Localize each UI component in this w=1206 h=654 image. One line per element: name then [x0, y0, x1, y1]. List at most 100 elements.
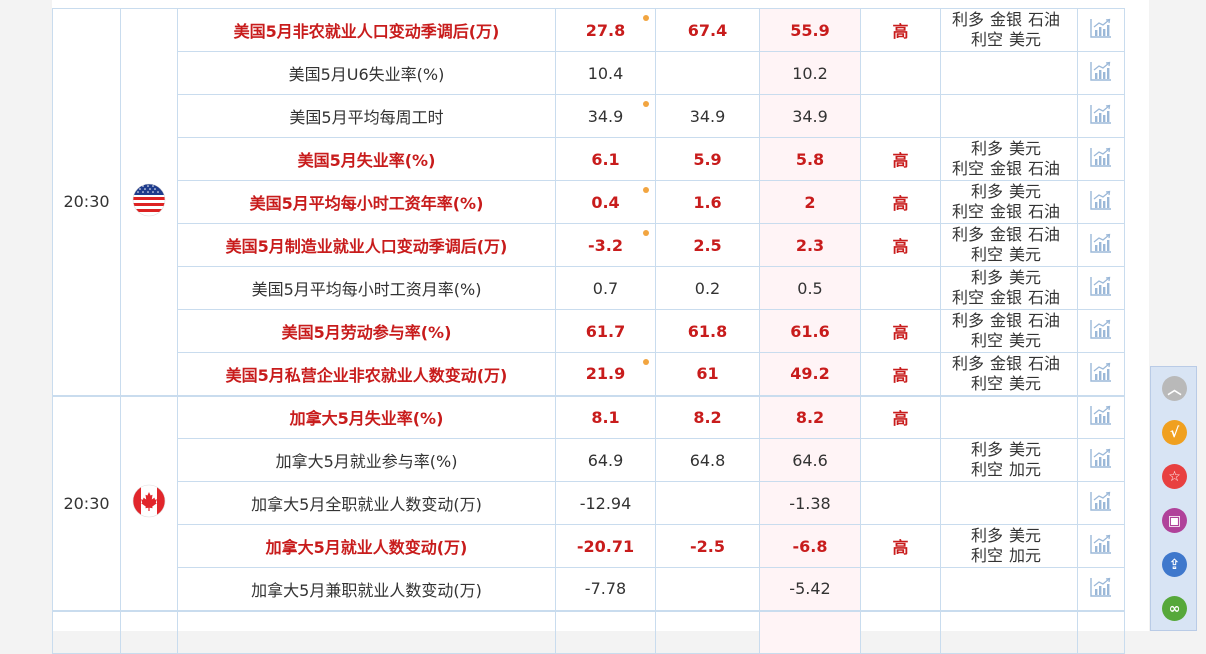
table-row: 美国5月平均每小时工资年率(%) 0.4 1.6 2 高利多 美元 利空 金银 石油: [53, 180, 1125, 224]
table-row: 美国5月U6失业率(%) 10.4 10.2: [53, 51, 1125, 95]
importance-level: 高: [860, 524, 941, 568]
chart-icon[interactable]: [1088, 317, 1114, 341]
bullish-assets: 利多 美元: [970, 139, 1042, 158]
bullish-assets: 利多 美元: [970, 526, 1042, 545]
previous-value: 6.1: [555, 137, 656, 181]
chart-cell[interactable]: [1077, 51, 1125, 95]
actual-value: 61.6: [759, 309, 861, 353]
actual-value: 5.8: [759, 137, 861, 181]
table-row: 20:30 美国5月非农就业人口变动季调后(万) 27.8 67.4 55.9 高利多金…: [52, 8, 1125, 396]
share-icon: ⇪: [1168, 556, 1181, 573]
chart-cell[interactable]: [1077, 137, 1125, 181]
market-impact: [940, 394, 1078, 439]
chart-icon[interactable]: [1088, 403, 1114, 427]
revised-dot-icon: [643, 359, 649, 365]
bearish-assets: 利空 加元: [970, 546, 1042, 565]
actual-value: -5.42: [759, 567, 861, 611]
chart-cell[interactable]: [1077, 94, 1125, 138]
indicator-name[interactable]: 加拿大5月兼职就业人数变动(万): [177, 567, 556, 611]
indicator-name[interactable]: 美国5月非农就业人口变动季调后(万): [177, 8, 556, 52]
indicator-name[interactable]: 美国5月平均每周工时: [177, 94, 556, 138]
market-impact: [940, 51, 1078, 95]
chart-cell[interactable]: [1077, 266, 1125, 310]
chart-icon[interactable]: [1088, 274, 1114, 298]
table-row: 美国5月失业率(%) 6.1 5.9 5.8 高利多 美元 利空 金银 石油: [53, 137, 1125, 181]
indicator-name[interactable]: 加拿大5月失业率(%): [177, 394, 556, 439]
chart-icon[interactable]: [1088, 188, 1114, 212]
check-button[interactable]: √: [1162, 420, 1187, 445]
chart-icon[interactable]: [1088, 360, 1114, 384]
bullish-assets: 利多 金银 石油: [951, 353, 1061, 373]
chart-cell[interactable]: [1077, 8, 1125, 52]
share-button[interactable]: ⇪: [1162, 552, 1187, 577]
favorite-button[interactable]: ☆: [1162, 464, 1187, 489]
forecast-value: 34.9: [655, 94, 760, 138]
forecast-value: [655, 51, 760, 95]
bullish-assets: 利多 美元: [970, 268, 1042, 287]
indicator-name[interactable]: 加拿大5月就业参与率(%): [177, 438, 556, 482]
importance-level: [860, 51, 941, 95]
chart-icon[interactable]: [1088, 575, 1114, 599]
actual-value: 64.6: [759, 438, 861, 482]
forecast-value: -2.5: [655, 524, 760, 568]
chart-icon[interactable]: [1088, 16, 1114, 40]
calendar-button[interactable]: ▣: [1162, 508, 1187, 533]
chart-icon[interactable]: [1088, 446, 1114, 470]
table-row: 美国5月劳动参与率(%) 61.7 61.8 61.6 高利多 金银 石油 利空 美元: [53, 309, 1125, 353]
country-flag: [120, 8, 178, 396]
actual-value: 10.2: [759, 51, 861, 95]
us-flag-icon: [132, 183, 166, 217]
importance-level: 高: [860, 8, 941, 52]
indicator-name[interactable]: 美国5月私营企业非农就业人数变动(万): [177, 352, 556, 396]
chart-cell[interactable]: [1077, 223, 1125, 267]
chart-icon[interactable]: [1088, 59, 1114, 83]
indicator-name[interactable]: 美国5月失业率(%): [177, 137, 556, 181]
chart-icon[interactable]: [1088, 102, 1114, 126]
star-icon: ☆: [1168, 468, 1181, 485]
previous-value: 27.8: [555, 8, 656, 52]
release-time: 20:30: [52, 8, 121, 396]
link-button[interactable]: ∞: [1162, 596, 1187, 621]
chart-cell[interactable]: [1077, 524, 1125, 568]
importance-level: [860, 481, 941, 525]
market-impact: 利多 美元 利空 金银 石油: [940, 137, 1078, 181]
bearish-assets: 利空 美元: [970, 373, 1042, 393]
calendar-icon: ▣: [1167, 512, 1182, 529]
indicator-name[interactable]: 美国5月制造业就业人口变动季调后(万): [177, 223, 556, 267]
scroll-top-button[interactable]: ︿: [1162, 376, 1187, 401]
chart-cell[interactable]: [1077, 438, 1125, 482]
table-row: 20:30 加拿大5月失业率(%) 8.1 8.2 8.2 高: [52, 394, 1125, 611]
previous-value: 34.9: [555, 94, 656, 138]
revised-dot-icon: [643, 101, 649, 107]
importance-level: 高: [860, 180, 941, 224]
bearish-assets: 利空 金银 石油: [951, 288, 1061, 307]
chart-icon[interactable]: [1088, 231, 1114, 255]
chart-icon[interactable]: [1088, 489, 1114, 513]
actual-value: -1.38: [759, 481, 861, 525]
indicator-name[interactable]: 美国5月U6失业率(%): [177, 51, 556, 95]
table-row: [52, 609, 1125, 654]
chart-cell[interactable]: [1077, 567, 1125, 611]
bullish-assets: 利多 金银 石油: [951, 225, 1061, 244]
forecast-value: 5.9: [655, 137, 760, 181]
indicator-name[interactable]: 加拿大5月就业人数变动(万): [177, 524, 556, 568]
economic-calendar-table: 20:30 美国5月非农就业人口变动季调后(万) 27.8 67.4 55.9 高利多金…: [52, 8, 1125, 654]
table-row: 加拿大5月就业参与率(%) 64.9 64.8 64.6 利多 美元 利空 加元: [53, 438, 1125, 482]
market-impact: 利多 美元 利空 加元: [940, 438, 1078, 482]
previous-value: 10.4: [555, 51, 656, 95]
table-row: 美国5月平均每周工时 34.9 34.9 34.9: [53, 94, 1125, 138]
chart-cell[interactable]: [1077, 309, 1125, 353]
bearish-assets: 利空 美元: [970, 245, 1042, 264]
chart-icon[interactable]: [1088, 145, 1114, 169]
chart-cell[interactable]: [1077, 180, 1125, 224]
indicator-name[interactable]: 美国5月平均每小时工资月率(%): [177, 266, 556, 310]
indicator-name[interactable]: 加拿大5月全职就业人数变动(万): [177, 481, 556, 525]
chart-cell[interactable]: [1077, 481, 1125, 525]
chart-icon[interactable]: [1088, 532, 1114, 556]
floating-toolbar: ︿ √ ☆ ▣ ⇪ ∞: [1150, 366, 1197, 631]
indicator-name[interactable]: 美国5月劳动参与率(%): [177, 309, 556, 353]
chart-cell[interactable]: [1077, 394, 1125, 439]
chart-cell[interactable]: [1077, 352, 1125, 396]
check-icon: √: [1169, 424, 1180, 441]
indicator-name[interactable]: 美国5月平均每小时工资年率(%): [177, 180, 556, 224]
